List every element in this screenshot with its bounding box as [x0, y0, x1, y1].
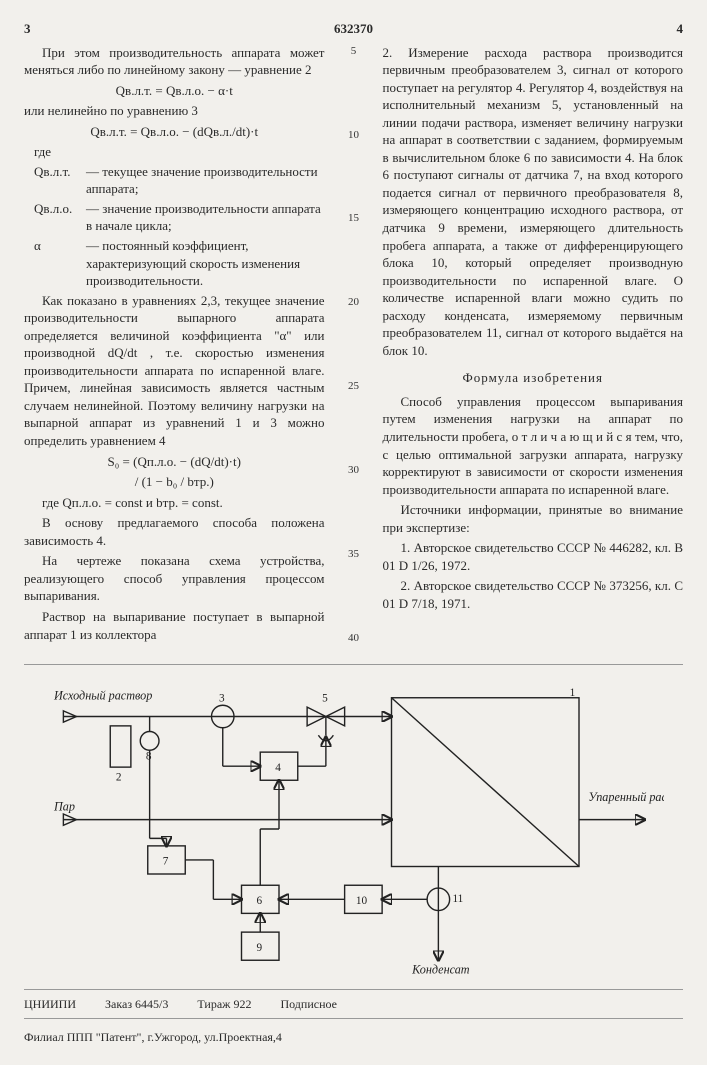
svg-text:8: 8: [145, 751, 151, 763]
svg-text:5: 5: [322, 693, 328, 705]
right-column: 2. Измерение расхода раствора производит…: [383, 44, 684, 647]
svg-text:6: 6: [256, 895, 262, 907]
para: На чертеже показана схема устройства, ре…: [24, 552, 325, 605]
page-num-left: 3: [24, 20, 31, 38]
para: 2. Измерение расхода раствора производит…: [383, 44, 684, 360]
para: Источники информации, принятые во вниман…: [383, 501, 684, 536]
definitions: где Qв.л.т.— текущее значение производит…: [34, 143, 325, 289]
para: При этом производительность аппарата мож…: [24, 44, 325, 79]
para: Способ управления процессом выпаривания …: [383, 393, 684, 498]
equation-3: Qв.л.т. = Qв.л.о. − (dQв.л./dt)·t: [24, 123, 325, 141]
svg-text:10: 10: [355, 895, 367, 907]
def-sym: α: [34, 237, 80, 290]
claims-title: Формула изобретения: [383, 369, 684, 387]
para: 1. Авторское свидетельство СССР № 446282…: [383, 539, 684, 574]
svg-text:2: 2: [115, 771, 121, 783]
footer-org: ЦНИИПИ: [24, 997, 76, 1011]
para: В основу предлагаемого способа положена …: [24, 514, 325, 549]
footer-tirage: Тираж 922: [197, 997, 251, 1011]
line-number-gutter: 5 10 15 20 25 30 35 40: [347, 44, 361, 647]
equation-2: Qв.л.т. = Qв.л.о. − α·t: [24, 82, 325, 100]
page-header: 3 632370 4: [24, 20, 683, 38]
def-sym: Qв.л.о.: [34, 200, 80, 235]
text-columns: При этом производительность аппарата мож…: [24, 44, 683, 647]
svg-text:3: 3: [219, 693, 225, 705]
para: Как показано в уравнениях 2,3, текущее з…: [24, 292, 325, 450]
para: или нелинейно по уравнению 3: [24, 102, 325, 120]
para: Раствор на выпаривание поступает в выпар…: [24, 608, 325, 643]
svg-text:1: 1: [569, 687, 575, 699]
svg-text:Исходный раствор: Исходный раствор: [53, 689, 152, 703]
page-num-right: 4: [677, 20, 684, 38]
diagram-svg: 1 Исходный раствор 2 8 3 5 4 Пар 7 6 9: [44, 679, 664, 979]
svg-text:11: 11: [452, 893, 463, 905]
footer-order: Заказ 6445/3: [105, 997, 168, 1011]
def-text: — постоянный коэффициент, характеризующи…: [86, 237, 325, 290]
def-text: — значение производительности аппарата в…: [86, 200, 325, 235]
svg-text:Упаренный раствор: Упаренный раствор: [588, 790, 664, 804]
footer: ЦНИИПИ Заказ 6445/3 Тираж 922 Подписное …: [24, 989, 683, 1045]
doc-number: 632370: [334, 20, 373, 38]
equation-4-num: S₀ = (Qп.л.о. − (dQ/dt)·t): [24, 453, 325, 471]
footer-branch: Филиал ППП "Патент", г.Ужгород, ул.Проек…: [24, 1029, 683, 1045]
process-diagram: 1 Исходный раствор 2 8 3 5 4 Пар 7 6 9: [24, 664, 683, 979]
svg-text:7: 7: [162, 856, 168, 868]
svg-text:Пар: Пар: [53, 799, 75, 813]
def-sym: Qв.л.т.: [34, 163, 80, 198]
equation-4-den: / (1 − b₀ / bтр.): [24, 473, 325, 491]
svg-text:Конденсат: Конденсат: [411, 962, 470, 976]
footer-sign: Подписное: [280, 997, 337, 1011]
def-text: — текущее значение производительности ап…: [86, 163, 325, 198]
svg-text:9: 9: [256, 942, 262, 954]
svg-text:4: 4: [275, 762, 281, 774]
para: 2. Авторское свидетельство СССР № 373256…: [383, 577, 684, 612]
para: где Qп.л.о. = const и bтр. = const.: [24, 494, 325, 512]
left-column: При этом производительность аппарата мож…: [24, 44, 325, 647]
